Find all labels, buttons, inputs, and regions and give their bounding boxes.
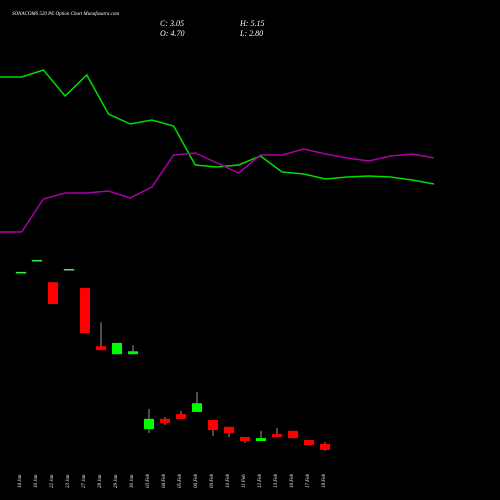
candle-body bbox=[320, 443, 330, 450]
candle-body bbox=[224, 426, 234, 434]
x-tick-label: 10 Feb bbox=[226, 473, 231, 488]
x-tick-label: 06 Feb bbox=[194, 473, 199, 488]
candle-body bbox=[80, 288, 90, 334]
candle-body bbox=[256, 438, 266, 442]
candle-body bbox=[160, 418, 170, 423]
candle-body bbox=[192, 403, 202, 412]
x-tick-label: 28 Jan bbox=[98, 474, 103, 488]
candle-body bbox=[240, 437, 250, 442]
x-tick-label: 16 Jan bbox=[34, 474, 39, 488]
x-tick-label: 17 Feb bbox=[306, 473, 311, 488]
x-tick-label: 16 Feb bbox=[290, 473, 295, 488]
x-tick-label: 14 Jan bbox=[18, 474, 23, 488]
candle-body bbox=[288, 430, 298, 439]
overlay-line bbox=[0, 69, 435, 185]
candle-body bbox=[208, 419, 218, 431]
x-tick-label: 11 Feb bbox=[242, 474, 247, 488]
x-tick-label: 23 Jan bbox=[66, 474, 71, 488]
x-tick-label: 29 Jan bbox=[114, 474, 119, 488]
x-tick-label: 13 Feb bbox=[274, 473, 279, 488]
candle-body bbox=[144, 418, 154, 430]
candle-body bbox=[128, 351, 138, 355]
ohlc-label: O: 4.70 bbox=[160, 29, 184, 38]
candle-body bbox=[272, 434, 282, 438]
candle-body bbox=[96, 346, 106, 351]
candle-body bbox=[48, 282, 58, 305]
candle-body bbox=[31, 259, 43, 262]
candle-body bbox=[112, 342, 122, 355]
ohlc-label: H: 5.15 bbox=[239, 19, 264, 28]
x-tick-label: 03 Feb bbox=[146, 473, 151, 488]
candle-body bbox=[63, 269, 75, 271]
x-tick-label: 09 Feb bbox=[210, 473, 215, 488]
chart-title: SONACOMS 520 PE Option Chart Munafasutra… bbox=[12, 12, 119, 17]
x-tick-label: 30 Jan bbox=[130, 474, 135, 488]
candle-body bbox=[15, 271, 27, 274]
ohlc-label: L: 2.80 bbox=[239, 29, 263, 38]
ohlc-label: C: 3.05 bbox=[160, 19, 184, 28]
x-tick-label: 22 Jan bbox=[50, 474, 55, 488]
x-tick-label: 18 Feb bbox=[322, 473, 327, 488]
overlay-line bbox=[0, 148, 435, 233]
candle-body bbox=[176, 414, 186, 419]
candle-body bbox=[304, 439, 314, 446]
x-tick-label: 05 Feb bbox=[178, 473, 183, 488]
x-tick-label: 12 Feb bbox=[258, 473, 263, 488]
x-tick-label: 04 Feb bbox=[162, 473, 167, 488]
x-tick-label: 27 Jan bbox=[82, 474, 87, 488]
